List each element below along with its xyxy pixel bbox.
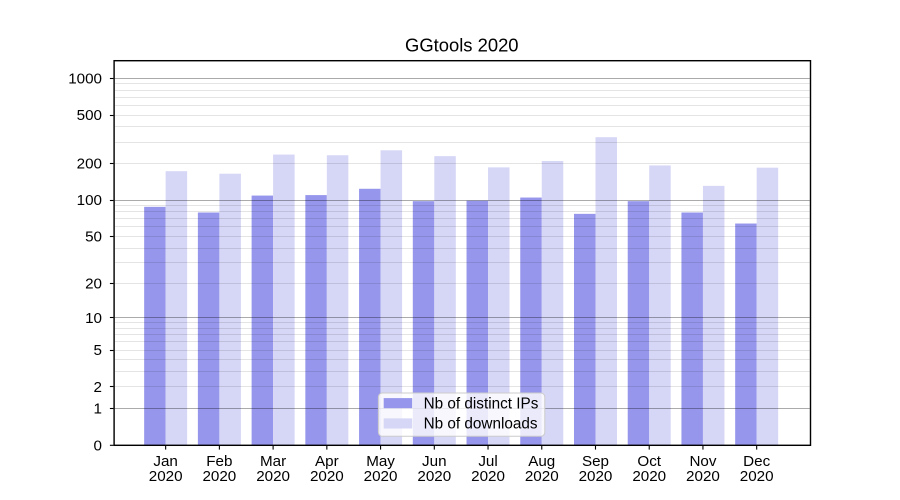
svg-text:20: 20 (85, 276, 102, 293)
svg-text:2020: 2020 (579, 468, 613, 485)
svg-text:0: 0 (94, 437, 102, 454)
svg-text:200: 200 (77, 156, 102, 173)
svg-text:2020: 2020 (310, 468, 344, 485)
svg-text:100: 100 (77, 192, 102, 209)
svg-text:2020: 2020 (149, 468, 183, 485)
svg-text:Sep: Sep (582, 453, 609, 470)
svg-text:2020: 2020 (256, 468, 290, 485)
svg-text:May: May (366, 453, 395, 470)
svg-text:Nb of distinct IPs: Nb of distinct IPs (424, 395, 539, 412)
svg-text:2020: 2020 (740, 468, 774, 485)
svg-text:2020: 2020 (686, 468, 720, 485)
svg-text:10: 10 (85, 310, 102, 327)
svg-text:Jul: Jul (478, 453, 497, 470)
svg-text:Nov: Nov (689, 453, 716, 470)
svg-text:GGtools 2020: GGtools 2020 (405, 35, 518, 56)
svg-text:2020: 2020 (632, 468, 666, 485)
svg-text:2020: 2020 (525, 468, 559, 485)
svg-text:2020: 2020 (417, 468, 451, 485)
svg-text:5: 5 (94, 342, 102, 359)
svg-text:500: 500 (77, 107, 102, 124)
svg-text:Apr: Apr (315, 453, 339, 470)
svg-text:Oct: Oct (637, 453, 661, 470)
svg-text:Feb: Feb (206, 453, 232, 470)
svg-text:50: 50 (85, 228, 102, 245)
svg-text:1: 1 (94, 400, 102, 417)
svg-text:Jun: Jun (422, 453, 447, 470)
svg-text:1000: 1000 (68, 70, 102, 87)
svg-text:Nb of downloads: Nb of downloads (424, 416, 538, 433)
svg-text:Aug: Aug (528, 453, 555, 470)
svg-text:2020: 2020 (364, 468, 398, 485)
svg-text:Mar: Mar (260, 453, 286, 470)
svg-text:Dec: Dec (743, 453, 770, 470)
svg-text:2: 2 (94, 379, 102, 396)
svg-text:Jan: Jan (153, 453, 178, 470)
svg-text:2020: 2020 (202, 468, 236, 485)
svg-text:2020: 2020 (471, 468, 505, 485)
